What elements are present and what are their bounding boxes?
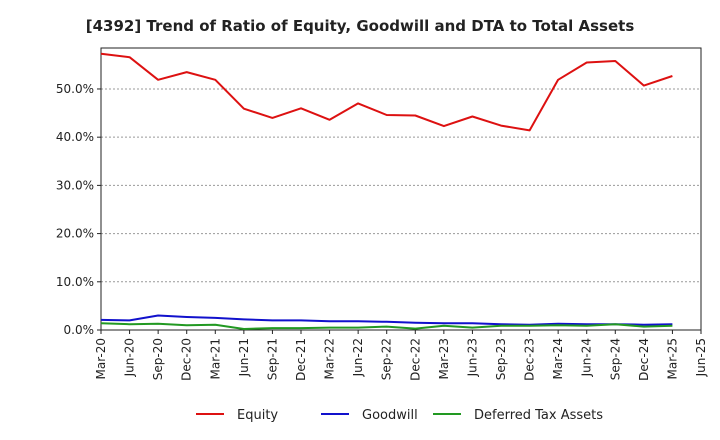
y-tick-label: 10.0% xyxy=(56,275,94,289)
legend-label: Goodwill xyxy=(362,408,418,423)
x-tick-label: Sep-21 xyxy=(265,338,279,380)
x-tick-label: Jun-24 xyxy=(580,338,594,377)
x-tick-label: Mar-21 xyxy=(208,338,222,379)
x-tick-label: Sep-20 xyxy=(151,338,165,380)
x-tick-label: Jun-22 xyxy=(351,338,365,377)
x-tick-label: Mar-25 xyxy=(665,338,679,379)
x-tick-label: Jun-23 xyxy=(465,338,479,377)
y-tick-label: 50.0% xyxy=(56,82,94,96)
series-line-goodwill xyxy=(100,314,673,326)
chart-title: [4392] Trend of Ratio of Equity, Goodwil… xyxy=(86,17,635,35)
plot-area-frame xyxy=(100,47,702,331)
y-tick-label: 40.0% xyxy=(56,130,94,144)
series-line-deferred-tax-assets xyxy=(100,322,673,330)
y-tick-label: 30.0% xyxy=(56,178,94,192)
x-tick-label: Dec-24 xyxy=(637,338,651,381)
x-axis-ticks: Mar-20 Jun-20 Sep-20 Dec-20 Mar-21 Jun-21 Sep-… xyxy=(94,330,708,381)
x-tick-label: Mar-22 xyxy=(323,338,337,379)
x-tick-label: Jun-25 xyxy=(694,338,708,377)
series-line-equity xyxy=(100,52,673,132)
x-tick-label: Dec-23 xyxy=(523,338,537,381)
y-axis-ticks: 0.0% 10.0% 20.0% 30.0% 40.0% 50.0% xyxy=(56,82,101,337)
x-tick-label: Dec-22 xyxy=(408,338,422,381)
x-tick-label: Mar-24 xyxy=(551,338,565,379)
legend: Equity Goodwill Deferred Tax Assets xyxy=(196,408,603,423)
y-tick-label: 0.0% xyxy=(64,323,95,337)
x-tick-label: Sep-24 xyxy=(608,338,622,380)
x-tick-label: Mar-20 xyxy=(94,338,108,379)
y-tick-label: 20.0% xyxy=(56,227,94,241)
x-tick-label: Dec-21 xyxy=(294,338,308,381)
x-tick-label: Jun-20 xyxy=(123,338,137,377)
x-tick-label: Mar-23 xyxy=(437,338,451,379)
x-tick-label: Jun-21 xyxy=(237,338,251,377)
x-tick-label: Dec-20 xyxy=(180,338,194,381)
legend-label: Equity xyxy=(237,408,278,423)
x-tick-label: Sep-22 xyxy=(380,338,394,380)
legend-label: Deferred Tax Assets xyxy=(474,408,603,423)
x-tick-label: Sep-23 xyxy=(494,338,508,380)
series-lines xyxy=(100,52,673,330)
grid-lines xyxy=(101,88,701,283)
